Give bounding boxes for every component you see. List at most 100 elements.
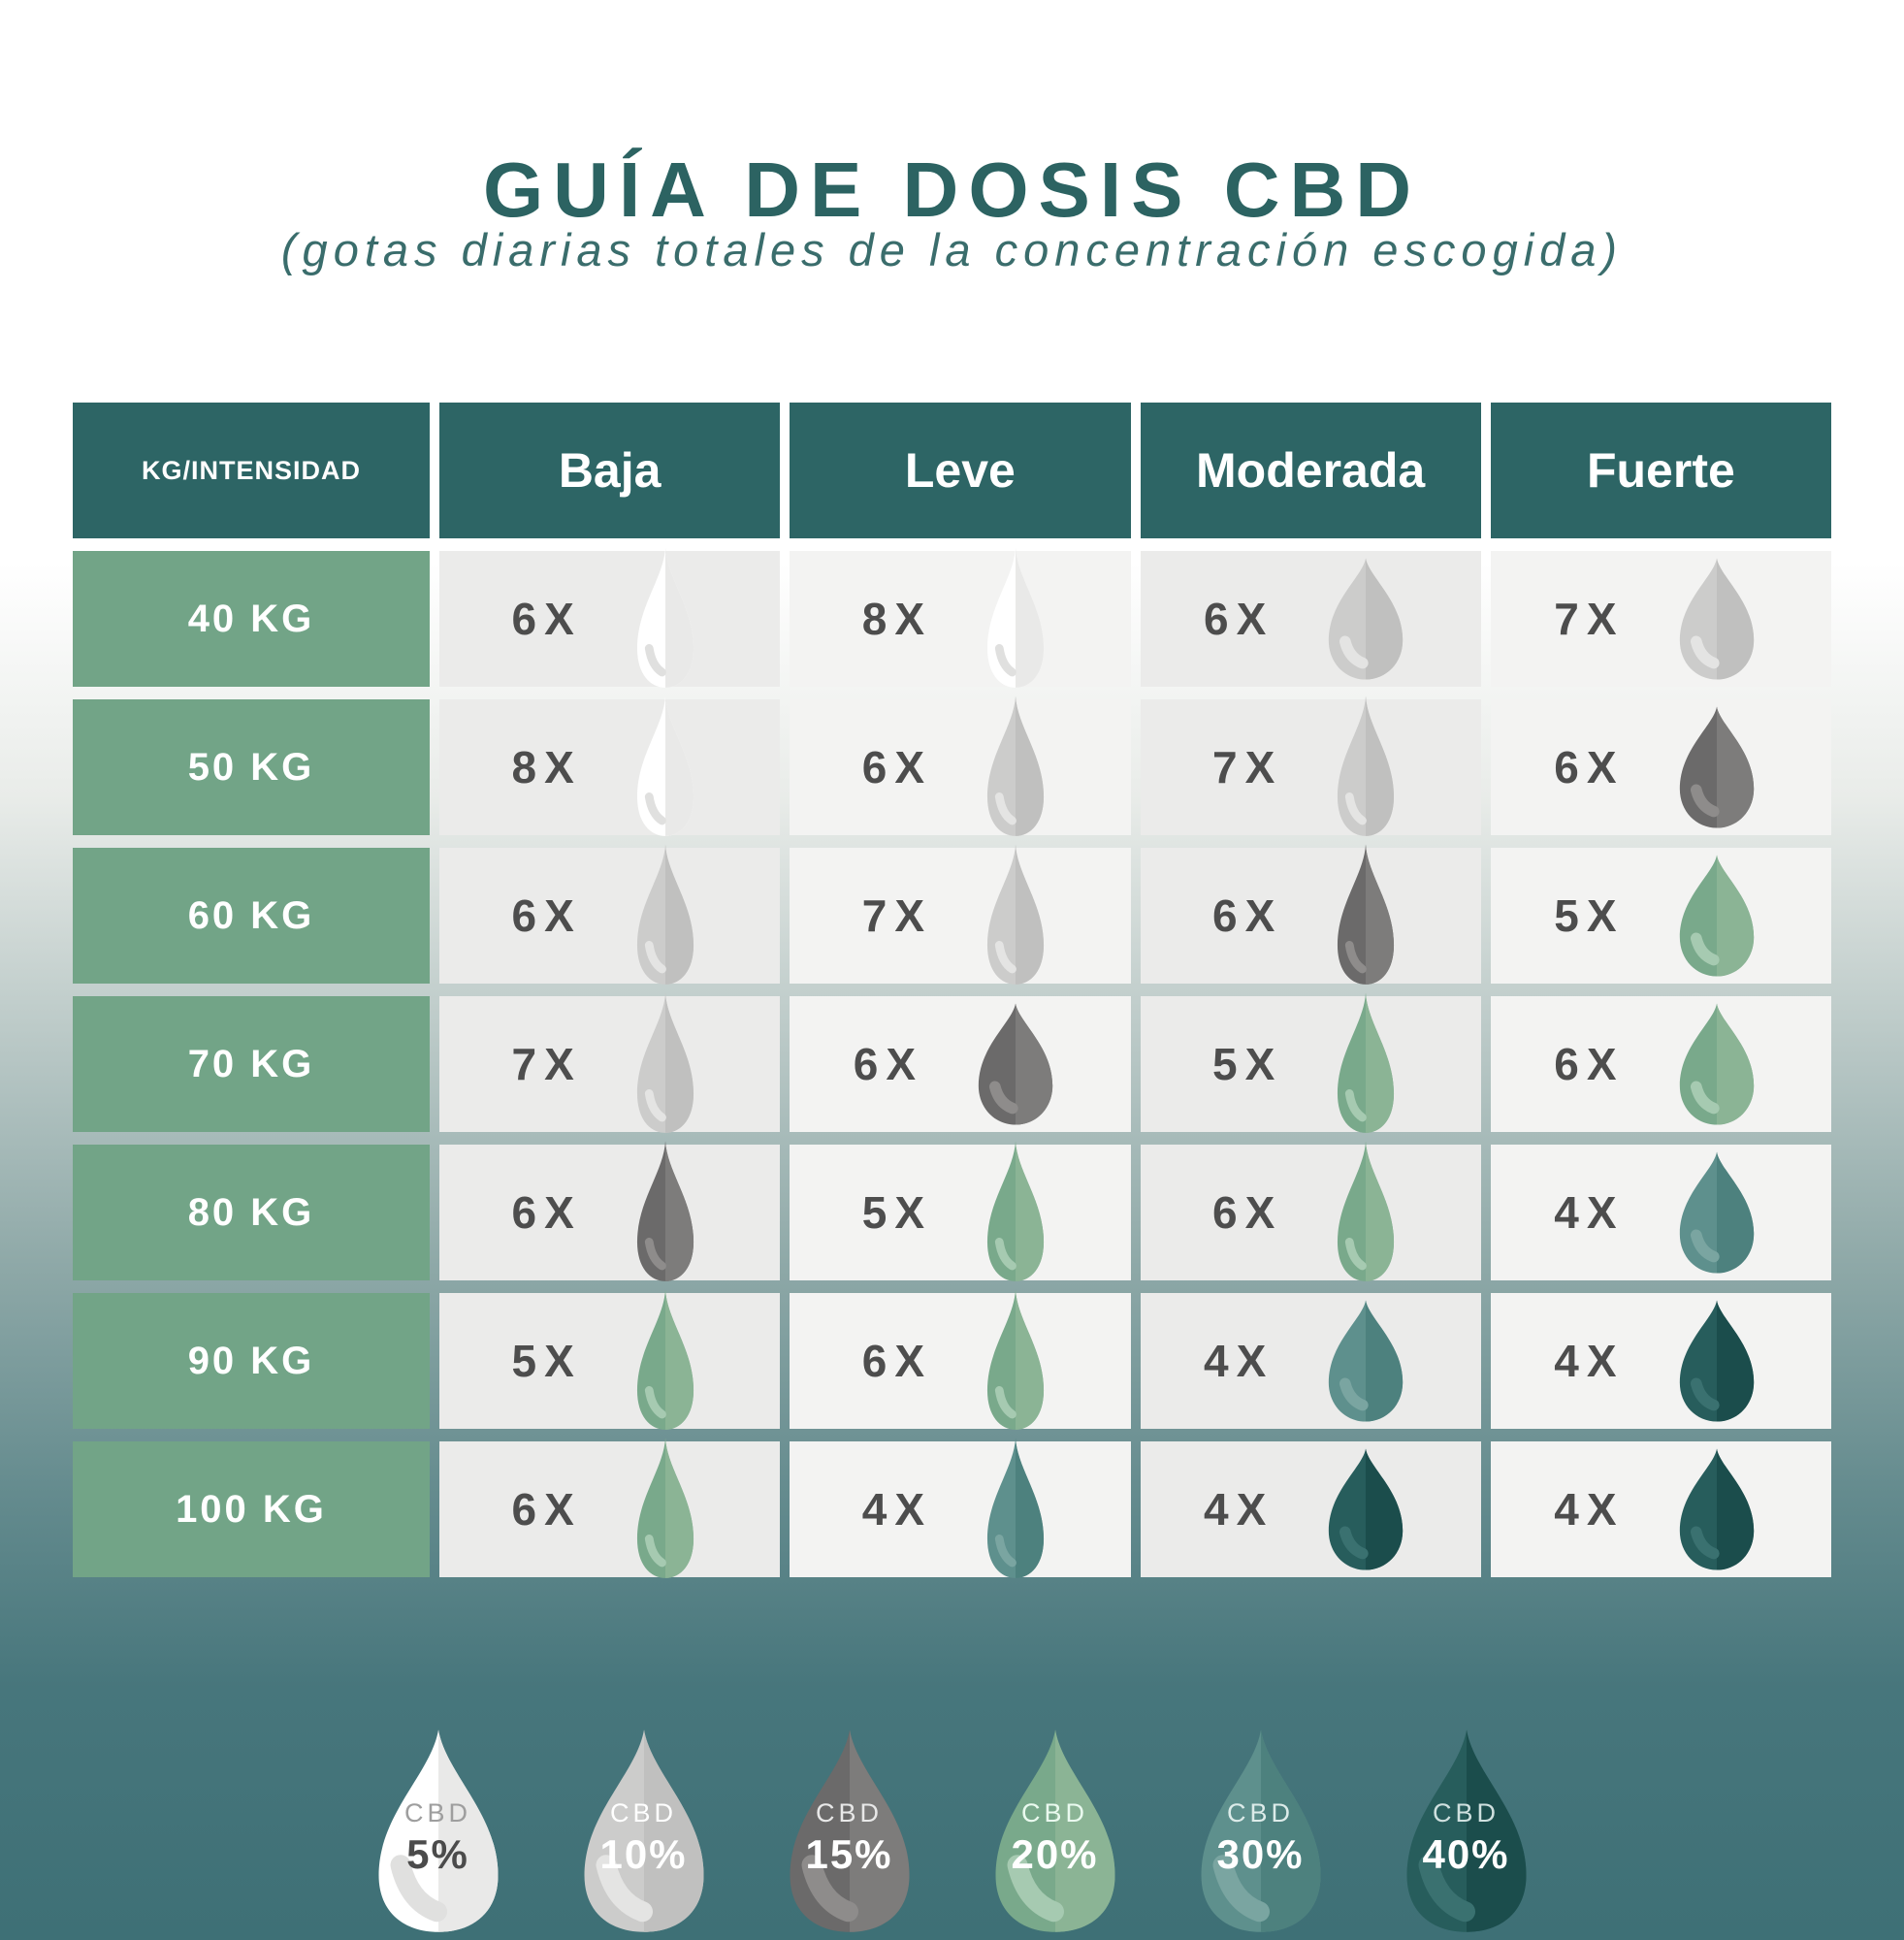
- drop-icon-40pct: [1406, 1730, 1526, 1932]
- drop-icon-20pct: [995, 1730, 1114, 1932]
- dose-count: 6X: [1554, 1039, 1625, 1089]
- drop-icon-10pct: [584, 1730, 703, 1932]
- dose-cell-60-kg-baja: 6X: [439, 844, 781, 985]
- dose-count: 4X: [1203, 1484, 1275, 1535]
- dose-cell-90-kg-fuerte: 4X: [1490, 1293, 1831, 1429]
- drop-icon-15pct: [1338, 844, 1395, 985]
- dose-cell-60-kg-moderada: 6X: [1140, 844, 1481, 985]
- legend-percent-label: 10%: [599, 1831, 688, 1877]
- column-header-moderada: Moderada: [1140, 403, 1481, 538]
- drop-icon-20pct: [636, 1438, 694, 1578]
- dose-count: 5X: [1211, 1039, 1283, 1089]
- dose-cell-80-kg-baja: 6X: [439, 1141, 781, 1281]
- weight-label-70-kg: 70 KG: [73, 996, 430, 1132]
- legend-percent-label: 40%: [1422, 1831, 1510, 1877]
- drop-icon-30pct: [986, 1438, 1045, 1578]
- dose-count: 6X: [1203, 594, 1275, 644]
- dose-count: 6X: [861, 1336, 932, 1386]
- legend-item-15-: CBD 15%: [777, 1727, 922, 1938]
- dose-cell-100-kg-leve: 4X: [790, 1438, 1131, 1578]
- dose-cell-80-kg-fuerte: 4X: [1490, 1145, 1831, 1280]
- dose-count: 5X: [861, 1187, 932, 1238]
- dose-count: 6X: [853, 1039, 923, 1089]
- dose-count: 6X: [1211, 890, 1283, 941]
- drop-icon-20pct: [1338, 992, 1395, 1133]
- legend-item-40-: CBD 40%: [1394, 1727, 1539, 1938]
- dose-cell-40-kg-fuerte: 7X: [1490, 551, 1831, 687]
- drop-icon-10pct: [1329, 558, 1404, 680]
- page-title: GUÍA DE DOSIS CBD: [482, 146, 1422, 233]
- dose-cell-100-kg-fuerte: 4X: [1490, 1441, 1831, 1577]
- dose-cell-50-kg-leve: 6X: [790, 695, 1131, 836]
- dose-count: 7X: [1211, 742, 1283, 792]
- dose-count: 4X: [1554, 1187, 1625, 1238]
- dose-count: 6X: [511, 1187, 582, 1238]
- dose-cell-50-kg-fuerte: 6X: [1490, 699, 1831, 835]
- drop-icon-15pct: [1679, 706, 1754, 828]
- weight-label-50-kg: 50 KG: [73, 699, 430, 835]
- dose-cell-40-kg-leve: 8X: [790, 547, 1131, 688]
- dose-table: KG/INTENSIDAD Baja Leve Moderada Fuerte 40 K…: [73, 403, 1831, 1578]
- dose-cell-40-kg-baja: 6X: [439, 547, 781, 688]
- weight-label-100-kg: 100 KG: [73, 1441, 430, 1577]
- legend-item-30-: CBD 30%: [1188, 1727, 1334, 1938]
- legend-percent-label: 5%: [406, 1831, 469, 1877]
- drop-icon-15pct: [636, 1141, 694, 1281]
- drop-icon-10pct: [636, 844, 694, 985]
- drop-icon-20pct: [986, 1141, 1045, 1281]
- drop-icon-20pct: [1679, 1003, 1754, 1125]
- dose-cell-80-kg-moderada: 6X: [1140, 1141, 1481, 1281]
- dose-count: 6X: [861, 742, 932, 792]
- dose-cell-80-kg-leve: 5X: [790, 1141, 1131, 1281]
- drop-icon-20pct: [986, 1289, 1045, 1430]
- drop-icon-15pct: [978, 1003, 1053, 1125]
- drop-icon-10pct: [1679, 558, 1754, 680]
- legend-cbd-label: CBD: [1226, 1798, 1294, 1827]
- weight-label-60-kg: 60 KG: [73, 848, 430, 984]
- drop-icon-40pct: [1679, 1300, 1754, 1422]
- dose-cell-70-kg-fuerte: 6X: [1490, 996, 1831, 1132]
- column-header-baja: Baja: [439, 403, 781, 538]
- dose-count: 7X: [861, 890, 932, 941]
- drop-icon-10pct: [636, 992, 694, 1133]
- legend-item-5-: CBD 5%: [366, 1727, 511, 1938]
- dose-cell-90-kg-baja: 5X: [439, 1289, 781, 1430]
- dose-count: 6X: [511, 594, 582, 644]
- dose-cell-70-kg-moderada: 5X: [1140, 992, 1481, 1133]
- drop-icon-5pct: [378, 1730, 498, 1932]
- legend-item-10-: CBD 10%: [571, 1727, 717, 1938]
- drop-icon-40pct: [1679, 1448, 1754, 1570]
- legend-percent-label: 20%: [1011, 1831, 1099, 1877]
- drop-icon-15pct: [790, 1730, 909, 1932]
- drop-icon-5pct: [986, 547, 1045, 688]
- weight-label-40-kg: 40 KG: [73, 551, 430, 687]
- legend-item-20-: CBD 20%: [983, 1727, 1128, 1938]
- legend-cbd-label: CBD: [815, 1798, 883, 1827]
- dose-count: 4X: [1554, 1336, 1625, 1386]
- dose-cell-50-kg-moderada: 7X: [1140, 695, 1481, 836]
- drop-icon-30pct: [1329, 1300, 1404, 1422]
- drop-icon-20pct: [1679, 855, 1754, 977]
- dose-count: 4X: [1203, 1336, 1275, 1386]
- dose-count: 5X: [1554, 890, 1625, 941]
- corner-header: KG/INTENSIDAD: [73, 403, 430, 538]
- drop-icon-5pct: [636, 695, 694, 836]
- page-subtitle: (gotas diarias totales de la concentraci…: [280, 224, 1624, 275]
- column-header-leve: Leve: [790, 403, 1131, 538]
- weight-label-90-kg: 90 KG: [73, 1293, 430, 1429]
- drop-icon-10pct: [986, 695, 1045, 836]
- drop-icon-30pct: [1679, 1151, 1754, 1274]
- dose-count: 8X: [511, 742, 582, 792]
- dose-cell-50-kg-baja: 8X: [439, 695, 781, 836]
- concentration-legend: CBD 5% CBD 10% CBD 15% CBD 20%: [0, 1727, 1904, 1938]
- dose-cell-90-kg-leve: 6X: [790, 1289, 1131, 1430]
- legend-percent-label: 15%: [805, 1831, 893, 1877]
- dose-count: 6X: [1211, 1187, 1283, 1238]
- legend-cbd-label: CBD: [403, 1798, 471, 1827]
- dose-count: 6X: [1554, 742, 1625, 792]
- dose-cell-40-kg-moderada: 6X: [1140, 551, 1481, 687]
- drop-icon-30pct: [1201, 1730, 1320, 1932]
- dose-count: 6X: [511, 1484, 582, 1535]
- dose-cell-90-kg-moderada: 4X: [1140, 1293, 1481, 1429]
